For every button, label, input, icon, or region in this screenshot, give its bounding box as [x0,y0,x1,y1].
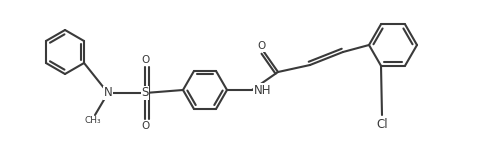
Text: N: N [104,87,113,100]
Text: O: O [141,121,149,131]
Text: NH: NH [254,84,271,97]
Text: S: S [142,87,149,100]
Text: Cl: Cl [376,118,388,131]
Text: O: O [141,55,149,65]
Text: CH₃: CH₃ [85,116,101,125]
Text: O: O [257,41,265,51]
